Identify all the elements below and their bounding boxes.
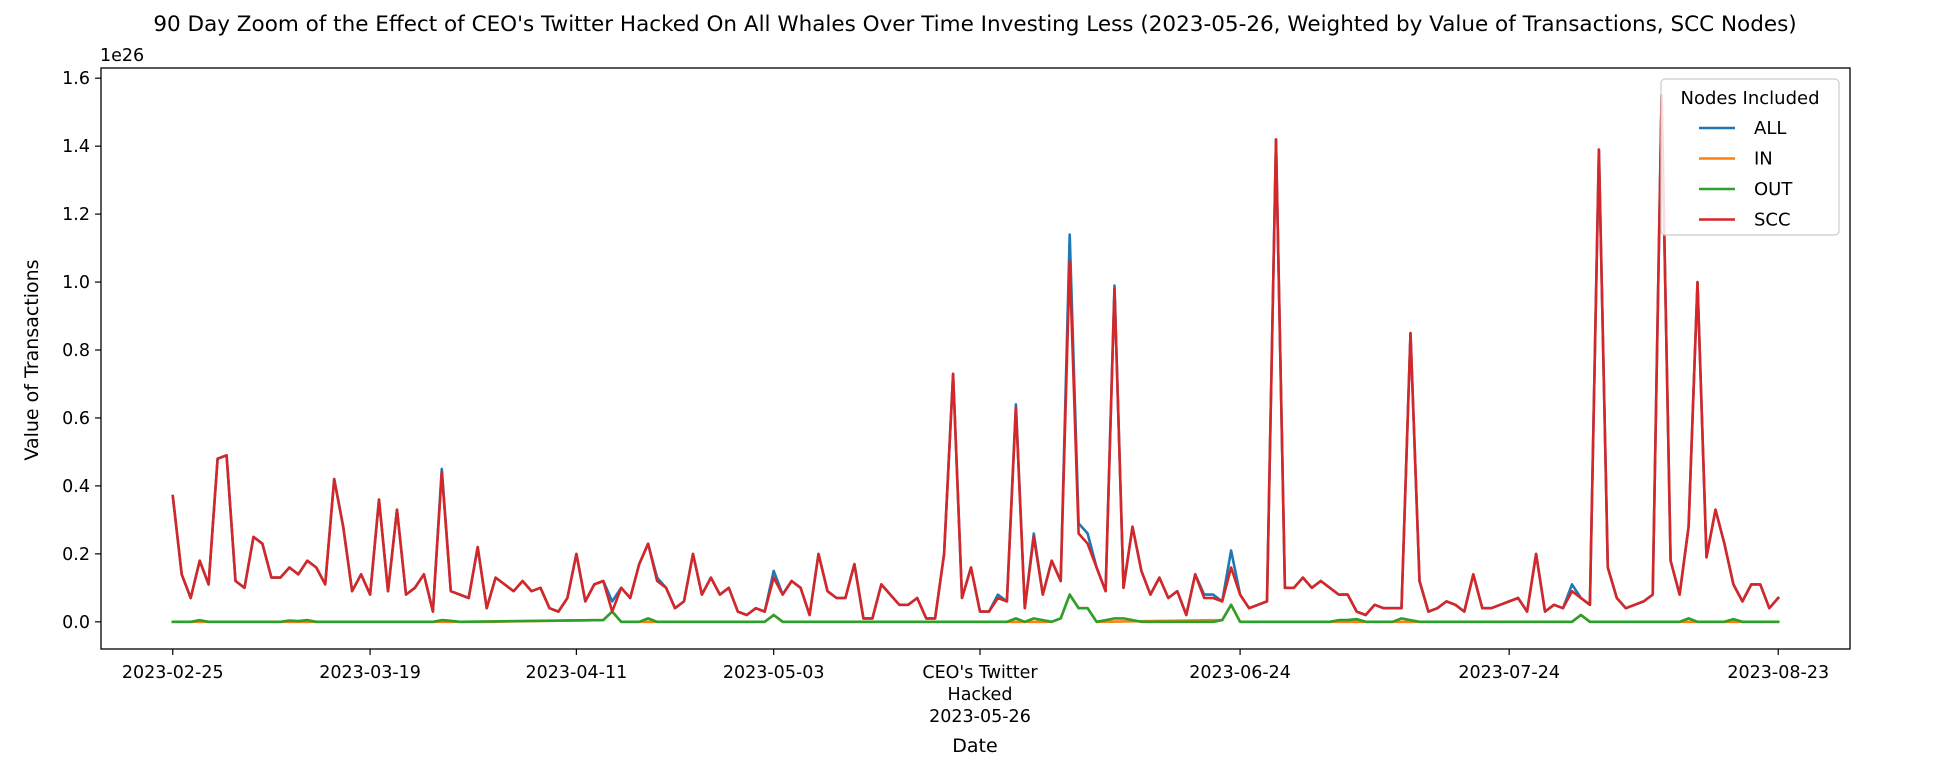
x-axis-title: Date (952, 735, 997, 757)
legend: Nodes Included ALL IN OUT SCC (1660, 78, 1840, 236)
legend-label-in: IN (1754, 149, 1773, 170)
y-tick-label: 1.0 (62, 273, 90, 293)
y-axis-scale-label: 1e26 (100, 46, 144, 66)
series-line-out (171, 593, 1780, 624)
x-tick-label: 2023-03-19 (319, 663, 421, 683)
y-tick-label: 0.2 (62, 545, 90, 565)
y-tick-label: 0.0 (62, 613, 90, 633)
plot-frame (100, 67, 1851, 650)
y-tick-label: 0.4 (62, 477, 90, 497)
legend-label-all: ALL (1754, 118, 1786, 139)
y-tick-label: 1.2 (62, 205, 90, 225)
legend-title: Nodes Included (1680, 88, 1819, 109)
y-axis: 0.0 0.2 0.4 0.6 0.8 1.0 1.2 1.4 1.6 (62, 69, 101, 633)
series-line-in (171, 593, 1780, 624)
x-tick-label: 2023-06-24 (1189, 663, 1291, 683)
x-tick-label: 2023-07-24 (1458, 663, 1560, 683)
x-tick-label: CEO's Twitter Hacked 2023-05-26 (922, 663, 1038, 727)
series-line-all (171, 93, 1781, 620)
y-tick-label: 0.8 (62, 341, 90, 361)
series-line-scc (171, 93, 1781, 620)
legend-label-scc: SCC (1754, 210, 1791, 231)
y-tick-label: 1.6 (62, 69, 90, 89)
x-tick-label: 2023-08-23 (1727, 663, 1829, 683)
x-axis: 2023-02-25 2023-03-19 2023-04-11 2023-05-03… (122, 649, 1829, 727)
y-tick-label: 0.6 (62, 409, 90, 429)
x-tick-label: 2023-05-03 (723, 663, 825, 683)
y-tick-label: 1.4 (62, 137, 90, 157)
legend-box (1660, 78, 1840, 236)
chart-title: 90 Day Zoom of the Effect of CEO's Twitt… (153, 12, 1796, 37)
x-tick-label: 2023-04-11 (526, 663, 628, 683)
legend-label-out: OUT (1754, 179, 1793, 200)
y-axis-title: Value of Transactions (21, 259, 43, 460)
x-tick-label: 2023-02-25 (122, 663, 224, 683)
series-layer (171, 93, 1781, 624)
